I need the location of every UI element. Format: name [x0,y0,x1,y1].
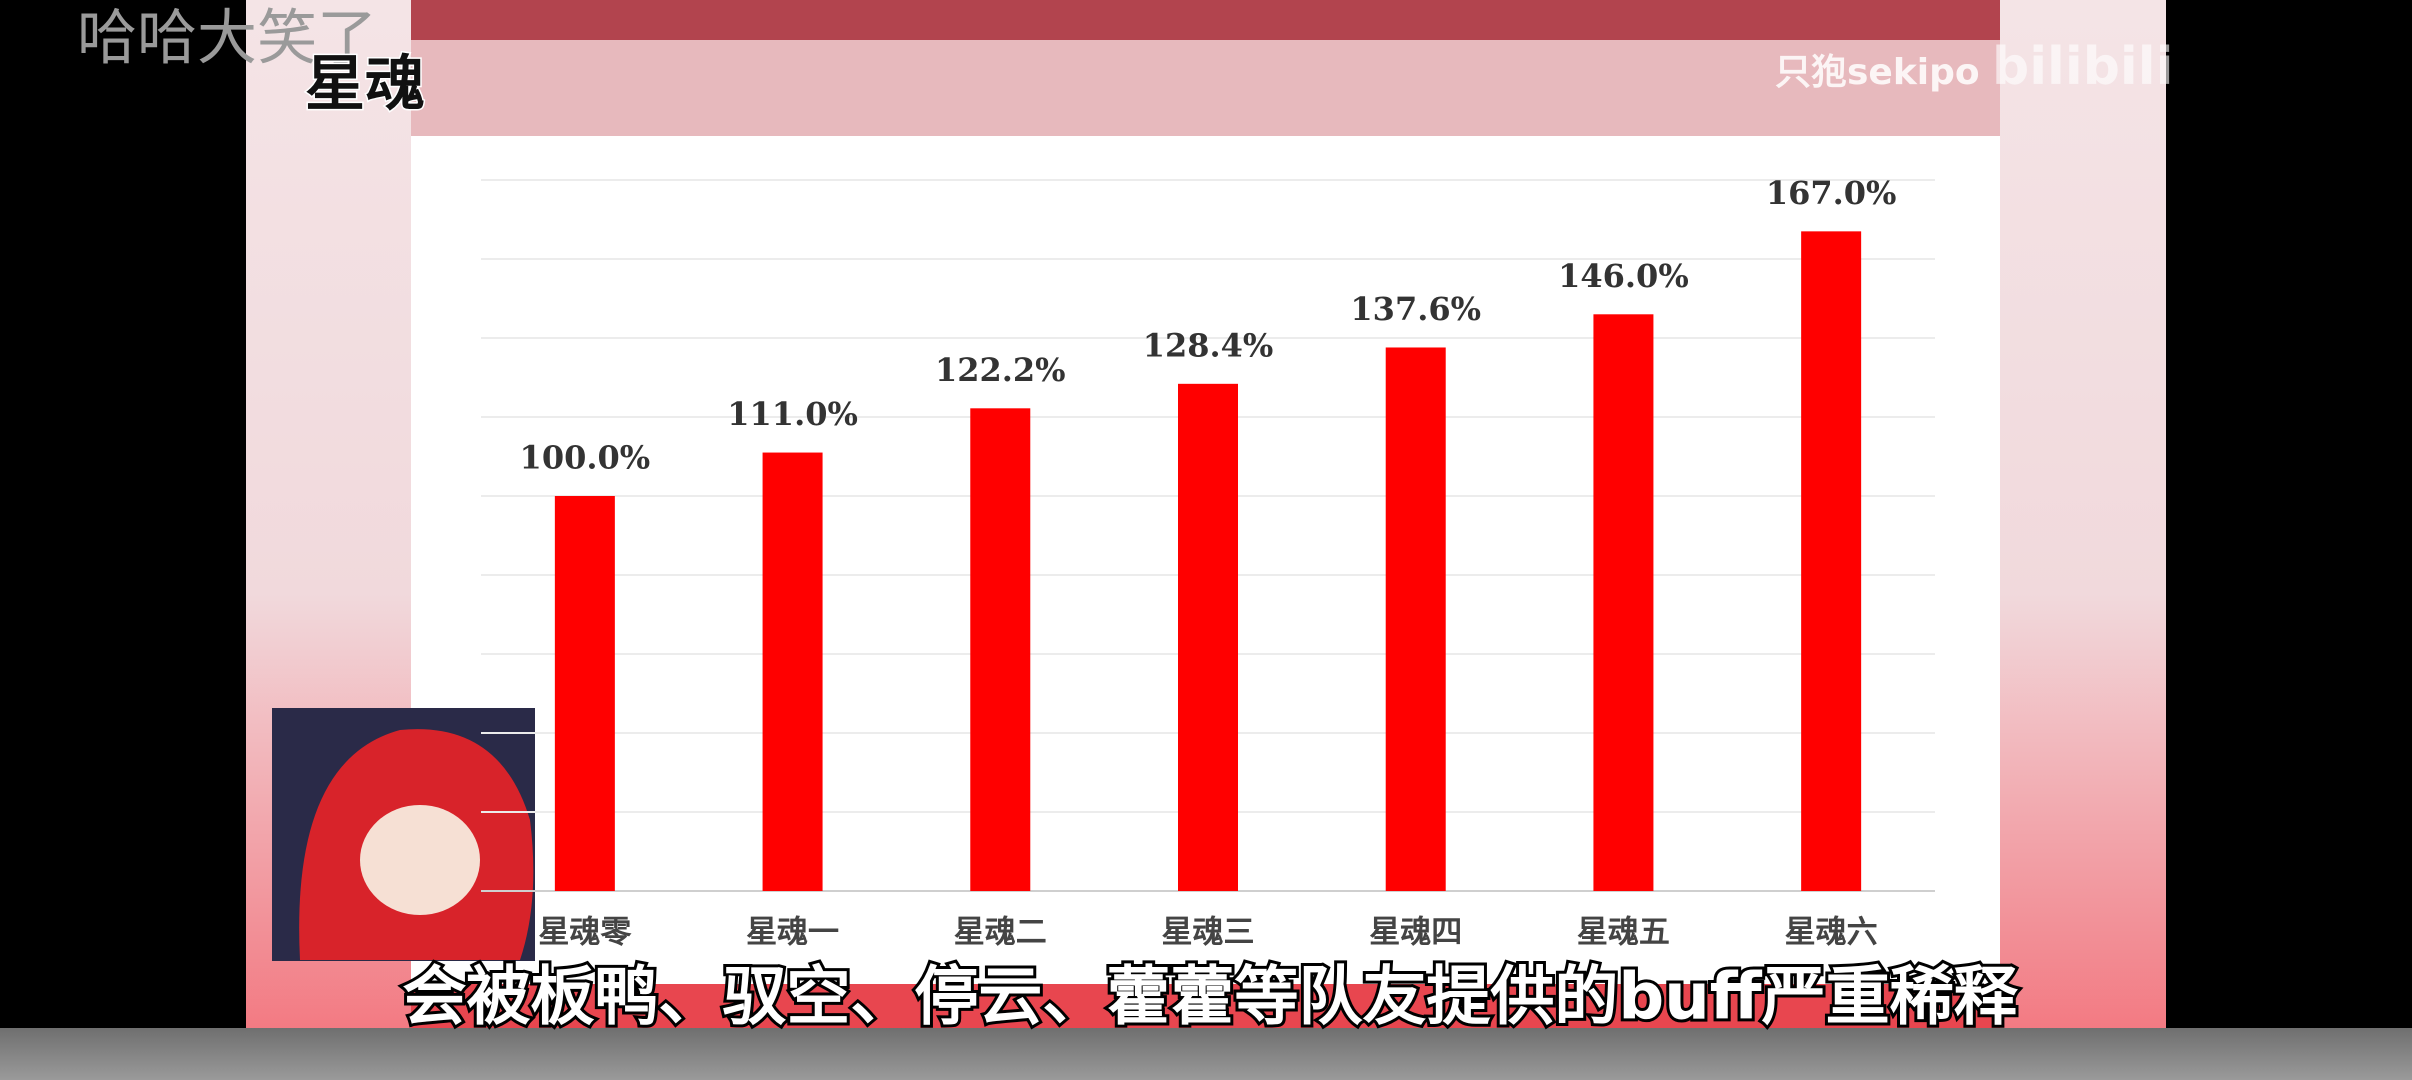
avatar-face [360,805,480,915]
value-label: 146.0% [1558,257,1689,295]
card-footer [411,984,2000,1028]
value-label: 167.0% [1766,174,1897,212]
x-tick-label: 星魂一 [746,915,839,951]
value-label: 111.0% [727,395,858,433]
bar [1385,347,1446,892]
nav-background [0,1028,2412,1080]
x-tick-label: 星魂三 [1162,915,1255,951]
subtitle: 会被板鸭、驭空、停云、藿藿等队友提供的buff严重稀释 [402,961,2018,1035]
nav-bar [0,1028,2412,1080]
avatar [272,708,535,961]
bar [1178,383,1238,891]
x-tick-label: 星魂四 [1369,915,1462,951]
bar [762,452,823,891]
watermark: 只狍sekipo [1775,52,1980,93]
x-tick-label: 星魂二 [954,915,1047,951]
value-label: 100.0% [520,439,651,477]
top-left-text: 哈哈大笑了 [77,4,377,74]
x-tick-label: 星魂五 [1577,915,1670,951]
x-tick-label: 星魂六 [1785,915,1878,951]
bar [554,496,615,891]
bar [1593,314,1654,891]
value-label: 128.4% [1143,326,1274,364]
bar [1801,231,1862,892]
banner-strip [411,0,2000,40]
value-label: 137.6% [1350,290,1481,328]
bar [970,408,1031,891]
x-tick-label: 星魂零 [538,915,632,951]
section-title: 星魂 [305,50,425,120]
logo: bilibili [1992,37,2173,97]
value-label: 122.2% [935,351,1066,389]
banner-art [411,40,2000,136]
